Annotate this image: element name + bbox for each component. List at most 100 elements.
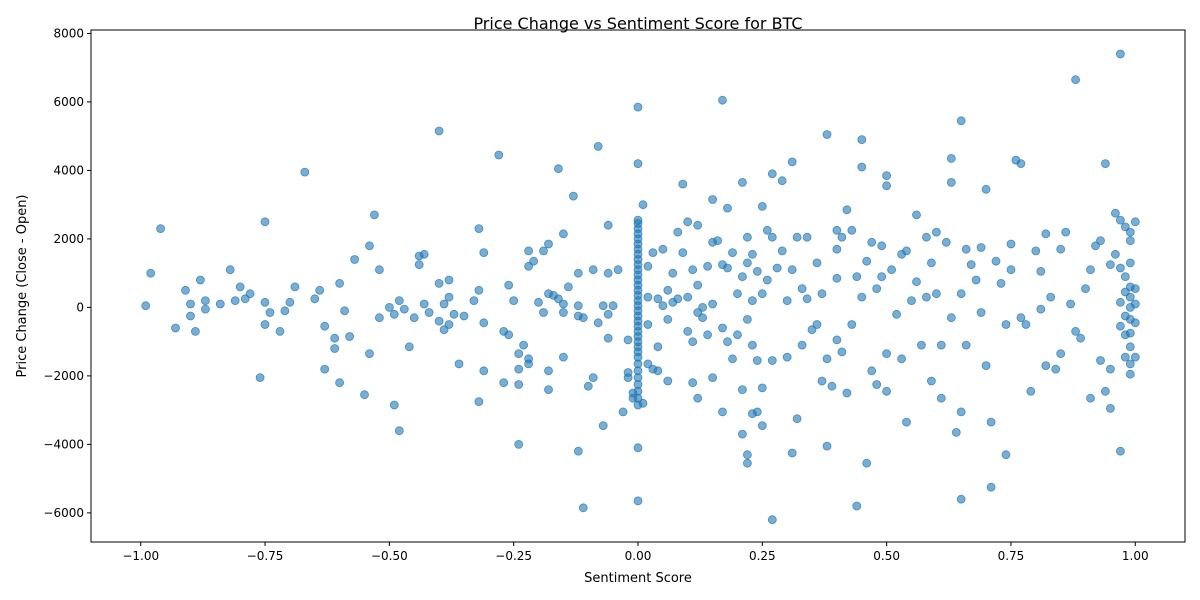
scatter-point (1130, 284, 1140, 294)
scatter-point (678, 179, 688, 189)
scatter-point (1051, 364, 1061, 374)
scatter-point (434, 126, 444, 136)
scatter-point (424, 308, 434, 317)
scatter-point (946, 313, 956, 323)
scatter-point (389, 400, 399, 410)
scatter-point (280, 306, 290, 316)
scatter-point (469, 296, 479, 306)
scatter-point (350, 255, 360, 264)
scatter-point (673, 227, 683, 237)
scatter-point (822, 354, 832, 364)
scatter-point (683, 217, 693, 227)
scatter-point (459, 311, 469, 321)
scatter-point (1076, 333, 1085, 343)
scatter-point (573, 268, 583, 278)
scatter-point (946, 177, 956, 187)
scatter-point (1111, 208, 1120, 218)
x-tick-label: 0.00 (625, 549, 652, 563)
scatter-point (1031, 246, 1041, 256)
scatter-point (374, 265, 384, 275)
scatter-point (419, 299, 429, 309)
scatter-point (454, 359, 464, 369)
scatter-point (683, 292, 693, 302)
scatter-point (797, 284, 807, 294)
y-tick-label: 2000 (53, 232, 84, 246)
x-axis: −1.00 −0.75 −0.50 −0.25 0.00 0.25 0.50 0.75 1.00 (122, 542, 1149, 563)
scatter-point (573, 446, 583, 456)
scatter-point (688, 378, 698, 388)
scatter-point (738, 385, 747, 395)
scatter-point (663, 314, 673, 324)
scatter-point (1125, 369, 1135, 379)
scatter-point (718, 95, 727, 105)
scatter-point (743, 450, 752, 460)
scatter-point (767, 232, 777, 242)
scatter-point (434, 316, 444, 326)
scatter-point (190, 326, 200, 336)
scatter-point (822, 130, 832, 139)
scatter-point (310, 294, 320, 304)
scatter-point (141, 301, 151, 311)
x-tick-label: 0.50 (873, 549, 900, 563)
scatter-point (578, 313, 588, 323)
scatter-point (230, 296, 240, 306)
scatter-point (394, 296, 404, 306)
scatter-point (1066, 299, 1075, 309)
scatter-point (832, 225, 842, 235)
scatter-point (623, 335, 633, 345)
scatter-point (777, 246, 787, 256)
scatter-point (738, 272, 747, 282)
scatter-point (812, 258, 822, 268)
scatter-point (902, 246, 911, 256)
scatter-point (723, 263, 732, 273)
y-tick-label: 8000 (53, 26, 84, 40)
scatter-point (748, 249, 757, 259)
scatter-point (186, 311, 195, 321)
scatter-point (802, 294, 812, 304)
scatter-point (738, 429, 747, 439)
scatter-point (1120, 352, 1130, 362)
scatter-point (479, 248, 489, 258)
scatter-point (827, 381, 837, 391)
scatter-point (762, 275, 772, 285)
scatter-point (862, 458, 872, 468)
scatter-point (986, 417, 996, 427)
scatter-point (902, 417, 911, 427)
scatter-point (708, 373, 717, 383)
scatter-point (444, 275, 454, 285)
scatter-point (265, 308, 275, 317)
scatter-point (1101, 386, 1110, 396)
scatter-point (449, 309, 459, 319)
scatter-point (578, 503, 588, 513)
scatter-point (867, 366, 877, 376)
scatter-point (181, 285, 190, 295)
scatter-point (559, 299, 568, 309)
scatter-point (837, 232, 847, 242)
scatter-point (559, 352, 568, 362)
scatter-point (917, 340, 926, 350)
y-tick-label: −4000 (43, 437, 84, 451)
x-tick-label: 1.00 (1122, 549, 1149, 563)
scatter-point (1046, 292, 1056, 302)
scatter-point (961, 340, 971, 350)
scatter-point (374, 313, 384, 323)
scatter-point (991, 256, 1001, 266)
scatter-point (514, 380, 524, 389)
y-tick-label: 6000 (53, 95, 84, 109)
scatter-point (852, 501, 862, 511)
scatter-point (782, 296, 792, 306)
scatter-point (1106, 403, 1115, 413)
scatter-point (474, 285, 484, 295)
scatter-point (832, 244, 842, 254)
scatter-point (1036, 304, 1046, 314)
scatter-point (1125, 292, 1135, 302)
scatter-point (633, 443, 643, 453)
scatter-point (434, 278, 444, 288)
scatter-point (633, 102, 643, 112)
scatter-point (345, 332, 355, 341)
scatter-point (613, 265, 623, 275)
scatter-point (832, 335, 842, 345)
scatter-point (688, 337, 698, 347)
scatter-point (514, 439, 524, 449)
scatter-point (1001, 450, 1011, 460)
